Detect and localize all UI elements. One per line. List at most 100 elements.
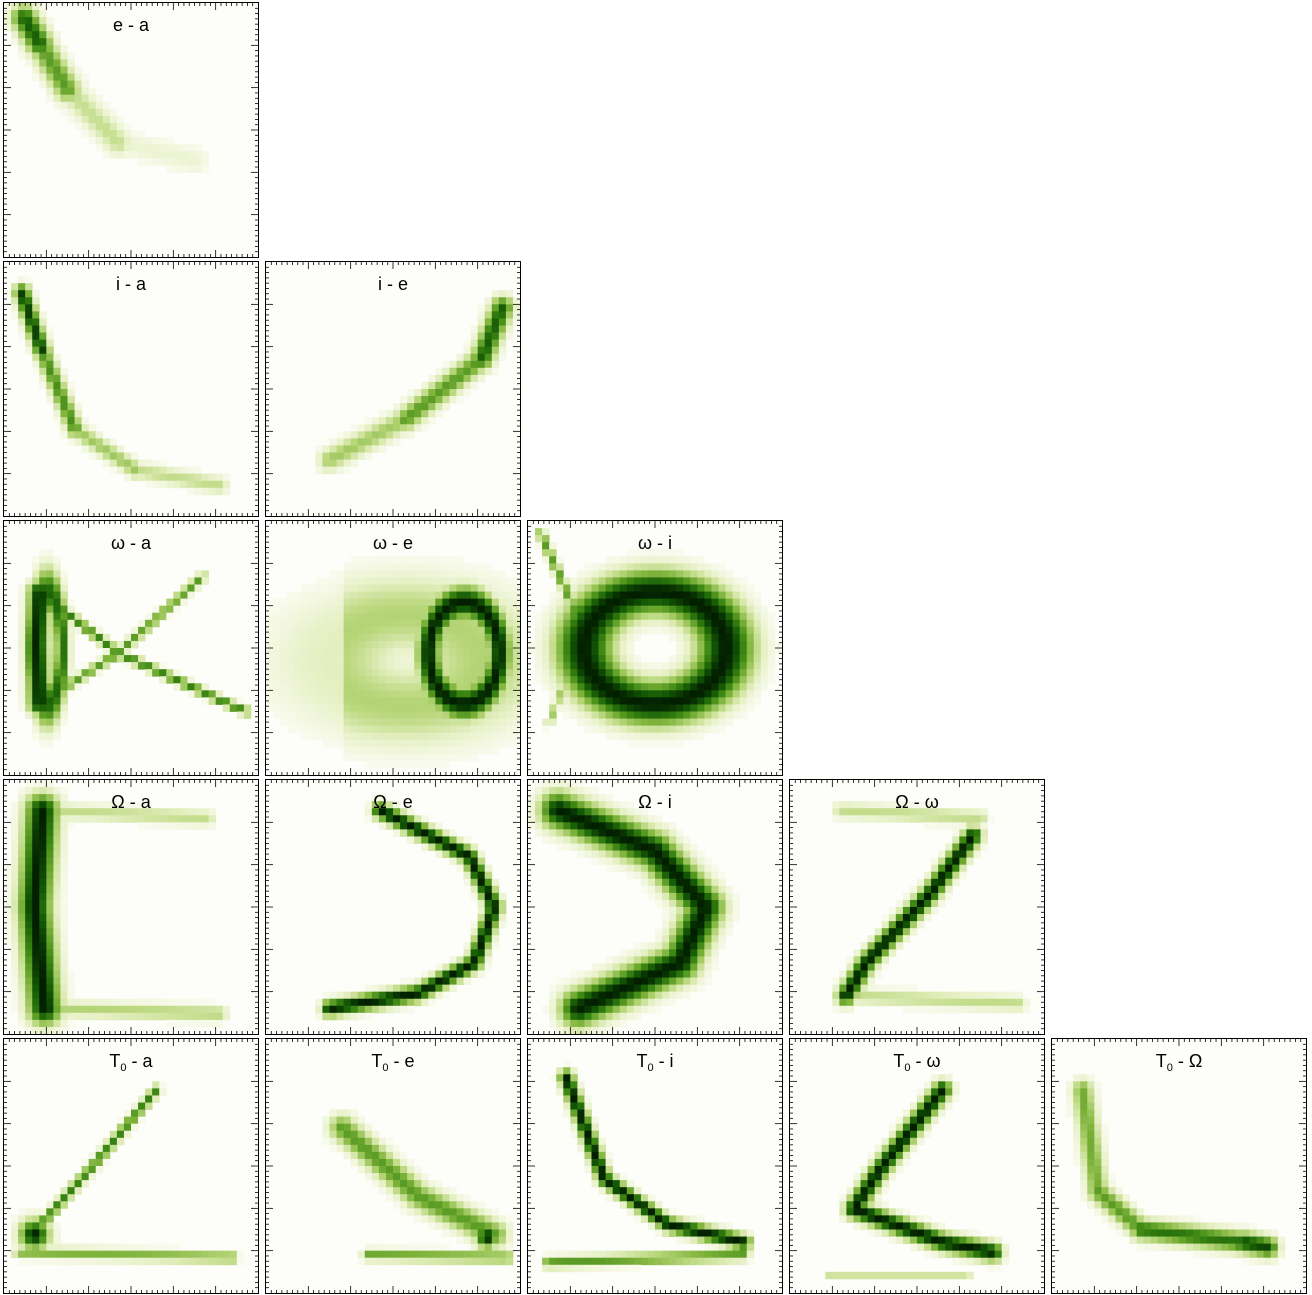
heatmap-cell [633, 612, 642, 621]
heatmap-cell [67, 396, 75, 404]
heatmap-cell [400, 991, 408, 1000]
heatmap-cell [605, 577, 614, 585]
heatmap-cell [697, 690, 705, 698]
heatmap-cell [612, 598, 621, 607]
heatmap-cell [626, 662, 635, 670]
heatmap-cell [371, 808, 380, 816]
heatmap-cell [131, 655, 139, 663]
heatmap-cell [18, 304, 26, 312]
heatmap-cell [584, 850, 592, 859]
heatmap-cell [563, 829, 571, 837]
heatmap-cell [626, 626, 635, 635]
heatmap-cell [152, 480, 160, 489]
heatmap-cell [18, 297, 26, 305]
heatmap-cell [378, 683, 387, 691]
heatmap-cell [463, 619, 472, 628]
heatmap-cell [400, 753, 408, 762]
heatmap-cell [280, 718, 288, 727]
heatmap-cell [470, 353, 479, 362]
heatmap-cell [477, 584, 486, 592]
heatmap-cell [662, 612, 670, 621]
heatmap-cell [53, 570, 61, 578]
heatmap-cell [542, 676, 550, 684]
heatmap-cell [470, 381, 479, 390]
heatmap-cell [378, 711, 387, 719]
heatmap-cell [407, 711, 415, 719]
heatmap-cell [442, 389, 450, 397]
heatmap-cell [60, 1026, 68, 1034]
heatmap-cell [407, 584, 415, 592]
heatmap-cell [336, 466, 345, 475]
heatmap-cell [371, 438, 380, 446]
heatmap-cell [732, 662, 741, 670]
heatmap-cell [498, 605, 507, 614]
heatmap-cell [704, 619, 712, 628]
heatmap-cell [329, 438, 337, 446]
heatmap-cell [280, 697, 288, 705]
heatmap-cell [428, 843, 436, 851]
heatmap-cell [456, 836, 464, 844]
heatmap-cell [435, 963, 443, 971]
heatmap-cell [350, 591, 359, 600]
heatmap-cell [725, 570, 734, 578]
heatmap-cell [542, 619, 550, 628]
heatmap-cell [435, 396, 443, 404]
heatmap-cell [11, 801, 19, 809]
heatmap-cell [378, 556, 387, 564]
heatmap-cell [655, 683, 663, 691]
heatmap-cell [187, 151, 195, 159]
heatmap-cell [393, 984, 401, 993]
heatmap-cell [505, 697, 514, 705]
heatmap-cell [152, 662, 160, 670]
heatmap-cell [315, 676, 323, 684]
heatmap-cell [95, 445, 104, 453]
heatmap-cell [18, 325, 26, 333]
heatmap-cell [414, 577, 422, 585]
heatmap-cell [357, 998, 366, 1007]
heatmap-cell [577, 704, 585, 712]
heatmap-cell [53, 1026, 61, 1034]
heatmap-cell [549, 619, 557, 628]
heatmap-cell [371, 648, 380, 656]
heatmap-cell [477, 892, 486, 901]
heatmap-cell [676, 598, 684, 607]
heatmap-cell [584, 584, 592, 592]
heatmap-cell [180, 584, 188, 592]
heatmap-cell [477, 626, 486, 635]
heatmap-cell [484, 885, 493, 894]
heatmap-cell [570, 619, 578, 628]
heatmap-cell [640, 829, 649, 837]
heatmap-cell [690, 619, 698, 628]
heatmap-cell [88, 1005, 97, 1014]
heatmap-cell [350, 584, 359, 592]
heatmap-cell [619, 612, 628, 621]
heatmap-cell [662, 591, 670, 600]
heatmap-cell [25, 991, 33, 1000]
heatmap-cell [32, 59, 40, 67]
heatmap-cell [577, 662, 585, 670]
heatmap-cell [463, 878, 472, 887]
heatmap-cell [456, 857, 464, 866]
heatmap-cell [400, 760, 408, 769]
heatmap-cell [18, 290, 26, 298]
heatmap-cell [67, 991, 75, 1000]
heatmap-cell [598, 683, 607, 691]
heatmap-cell [53, 676, 61, 684]
heatmap-cell [46, 59, 54, 67]
heatmap-cell [626, 864, 635, 873]
heatmap-cell [725, 711, 734, 719]
heatmap-cell [46, 935, 54, 943]
heatmap-cell [357, 676, 366, 684]
heatmap-cell [619, 640, 628, 649]
heatmap-cell [357, 452, 366, 460]
heatmap-cell [549, 829, 557, 837]
heatmap-cell [491, 318, 500, 326]
heatmap-cell [25, 1026, 33, 1034]
heatmap-cell [421, 410, 429, 418]
heatmap-cell [428, 711, 436, 719]
heatmap-cell [435, 829, 443, 837]
heatmap-cell [655, 815, 663, 823]
heatmap-cell [746, 704, 755, 712]
heatmap-cell [767, 633, 776, 642]
heatmap-cell [88, 87, 97, 96]
